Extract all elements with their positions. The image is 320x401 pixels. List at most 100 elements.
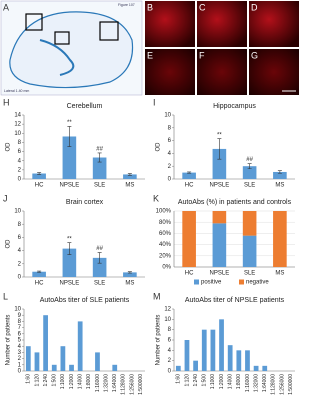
x-tick-label: 1:500000	[138, 374, 144, 395]
bar	[60, 346, 66, 371]
y-tick-label: 0	[168, 369, 172, 375]
panel-label: H	[3, 97, 10, 107]
chart-title: Brain cortex	[66, 199, 104, 206]
x-tick-label: 1:1000	[60, 374, 66, 390]
legend-swatch	[194, 279, 199, 285]
y-tick-label: 6	[18, 331, 22, 337]
bar	[210, 329, 216, 371]
bar-segment	[212, 211, 227, 224]
x-tick-label: 1:32000	[103, 374, 109, 392]
bar	[32, 271, 46, 277]
roi-box	[99, 21, 119, 41]
bar	[193, 360, 198, 371]
micrograph	[249, 49, 299, 95]
bar	[245, 350, 250, 371]
bar	[253, 365, 259, 371]
x-tick-label: 1:2000	[219, 374, 225, 390]
y-tick-label: 4	[18, 344, 22, 350]
bar-segment	[273, 211, 287, 267]
x-tick-label: 1:60	[26, 374, 32, 384]
y-tick-label: 8	[18, 140, 22, 146]
y-tick-label: 80%	[159, 220, 172, 226]
y-tick-label: 0	[168, 177, 172, 183]
error-bar	[37, 172, 42, 175]
bar	[262, 365, 268, 371]
y-tick-label: 0	[18, 275, 22, 281]
error-bar	[247, 163, 252, 170]
x-tick-label: 1:16000	[245, 374, 251, 392]
bar-segment	[242, 235, 257, 267]
bar	[51, 364, 57, 371]
y-tick-label: 10	[14, 307, 21, 313]
x-tick-label: 1:128000	[121, 374, 127, 395]
bar-segment	[212, 223, 227, 267]
significance-label: ##	[246, 157, 253, 163]
x-tick-label: SLE	[244, 271, 255, 277]
y-tick-label: 2	[168, 358, 172, 364]
x-tick-label: NPSLE	[60, 281, 80, 287]
bar	[112, 364, 118, 371]
x-tick-label: 1:16000	[95, 374, 101, 392]
x-tick-label: 1:32000	[253, 374, 259, 392]
error-bar	[97, 252, 102, 264]
y-tick-label: 10	[164, 317, 171, 323]
error-bar	[277, 170, 282, 174]
figure: Figure 107 Lateral 1.40 mm A B C D E F G…	[0, 0, 299, 395]
chart-title: AutoAbs titer of SLE patients	[40, 297, 130, 304]
roi-box	[25, 13, 43, 31]
bar	[123, 174, 137, 179]
x-tick-label: 1:8000	[86, 374, 92, 390]
panel-label: K	[153, 193, 159, 203]
panel-label: B	[147, 2, 153, 12]
y-tick-label: 1	[18, 362, 22, 368]
x-tick-label: SLE	[94, 183, 105, 189]
x-tick-label: 1:500	[202, 374, 208, 387]
panel-label: D	[251, 2, 258, 12]
y-tick-label: 10	[14, 131, 21, 137]
micrograph	[145, 1, 195, 47]
y-tick-label: 9	[18, 313, 22, 319]
y-tick-label: 4	[168, 151, 172, 157]
micrograph	[197, 49, 247, 95]
x-tick-label: 1:64000	[112, 374, 118, 392]
x-tick-label: 1:500	[52, 374, 58, 387]
bar	[182, 172, 196, 179]
bar	[92, 257, 107, 277]
error-bar	[217, 138, 222, 160]
y-tick-label: 10	[14, 209, 21, 215]
y-tick-label: 6	[168, 338, 172, 344]
y-tick-label: 6	[18, 149, 22, 155]
x-tick-label: HC	[185, 271, 194, 277]
bar-segment	[182, 211, 196, 267]
y-tick-label: 14	[14, 113, 21, 119]
panel-label: F	[199, 50, 205, 60]
significance-label: ##	[96, 147, 103, 153]
x-tick-label: SLE	[94, 281, 105, 287]
y-axis-label: OD	[156, 142, 162, 152]
y-tick-label: 0%	[162, 265, 171, 271]
error-bar	[37, 270, 42, 273]
brain-outline	[9, 11, 134, 89]
x-tick-label: 1:128000	[271, 374, 277, 395]
atlas-text: Lateral 1.40 mm	[4, 89, 29, 93]
x-tick-label: NPSLE	[210, 183, 230, 189]
bar	[34, 352, 40, 371]
chart-title: AutoAbs titer of NPSLE patients	[185, 297, 285, 304]
y-tick-label: 8	[168, 327, 172, 333]
x-tick-label: HC	[185, 183, 194, 189]
x-tick-label: MS	[125, 281, 134, 287]
panel-label: I	[153, 97, 156, 107]
x-tick-label: 1:120	[34, 374, 40, 387]
y-tick-label: 0	[18, 369, 22, 375]
bar	[219, 319, 224, 371]
bar	[43, 315, 48, 371]
bar	[184, 340, 190, 371]
micrograph	[249, 1, 299, 47]
x-tick-label: NPSLE	[60, 183, 80, 189]
y-tick-label: 0	[18, 177, 22, 183]
bar	[32, 173, 46, 179]
y-tick-label: 5	[18, 338, 22, 344]
legend-swatch	[239, 279, 244, 285]
error-bar	[97, 152, 102, 163]
bar	[62, 136, 77, 179]
